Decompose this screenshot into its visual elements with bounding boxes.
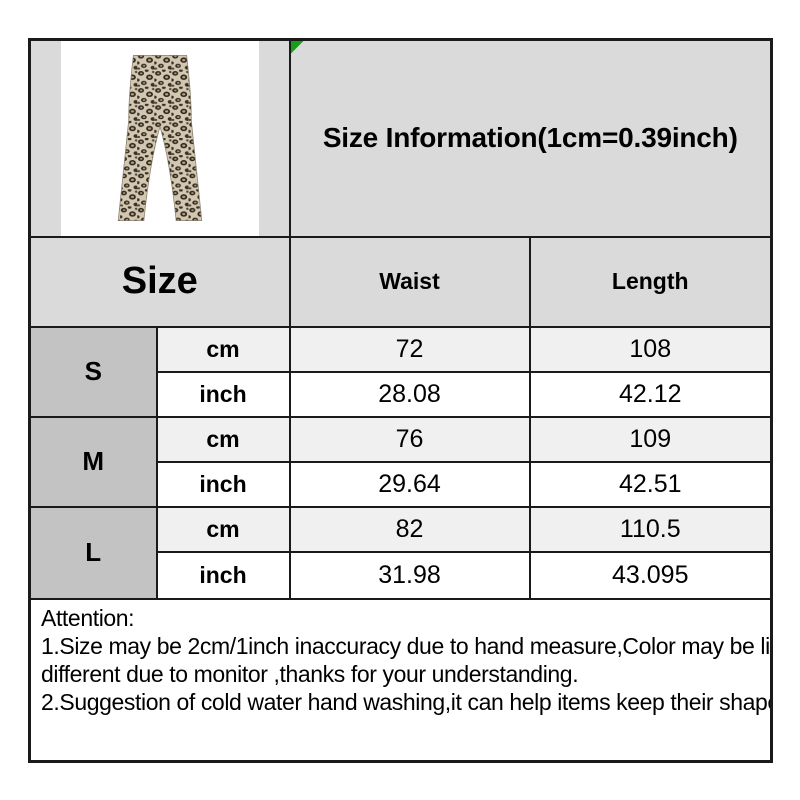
waist-value: 72 <box>288 325 531 373</box>
length-value: 108 <box>528 325 773 373</box>
unit-label-cm: cm <box>155 415 291 463</box>
waist-value: 31.98 <box>288 550 531 600</box>
unit-label-inch: inch <box>155 460 291 508</box>
size-s-label: S <box>28 325 158 418</box>
unit-label-inch: inch <box>155 370 291 418</box>
attention-heading: Attention: <box>41 604 135 631</box>
unit-label-inch: inch <box>155 550 291 600</box>
waist-value: 82 <box>288 505 531 553</box>
length-value: 43.095 <box>528 550 773 600</box>
product-image-cell <box>28 38 291 238</box>
attention-notes-cell: Attention: 1.Size may be 2cm/1inch inacc… <box>28 597 773 763</box>
size-m-label: M <box>28 415 158 508</box>
waist-value: 76 <box>288 415 531 463</box>
waist-column-header: Waist <box>288 235 531 328</box>
size-l-label: L <box>28 505 158 600</box>
attention-note-line: 1.Size may be 2cm/1inch inaccuracy due t… <box>41 632 772 659</box>
waist-value: 29.64 <box>288 460 531 508</box>
length-value: 109 <box>528 415 773 463</box>
length-column-header: Length <box>528 235 773 328</box>
size-information-title: Size Information(1cm=0.39inch) <box>322 122 738 154</box>
product-photo <box>60 41 259 235</box>
attention-note-line: different due to monitor ,thanks for you… <box>41 660 579 687</box>
length-value: 110.5 <box>528 505 773 553</box>
size-chart-table: Size Information(1cm=0.39inch) Size Wais… <box>28 38 774 763</box>
attention-note-line: 2.Suggestion of cold water hand washing,… <box>41 688 772 715</box>
waist-value: 28.08 <box>288 370 531 418</box>
unit-label-cm: cm <box>155 505 291 553</box>
length-value: 42.12 <box>528 370 773 418</box>
unit-label-cm: cm <box>155 325 291 373</box>
length-value: 42.51 <box>528 460 773 508</box>
size-column-header: Size <box>28 235 291 328</box>
size-information-cell: Size Information(1cm=0.39inch) <box>288 38 773 238</box>
leopard-pants-image <box>117 55 202 222</box>
green-corner-marker-icon <box>291 41 304 54</box>
